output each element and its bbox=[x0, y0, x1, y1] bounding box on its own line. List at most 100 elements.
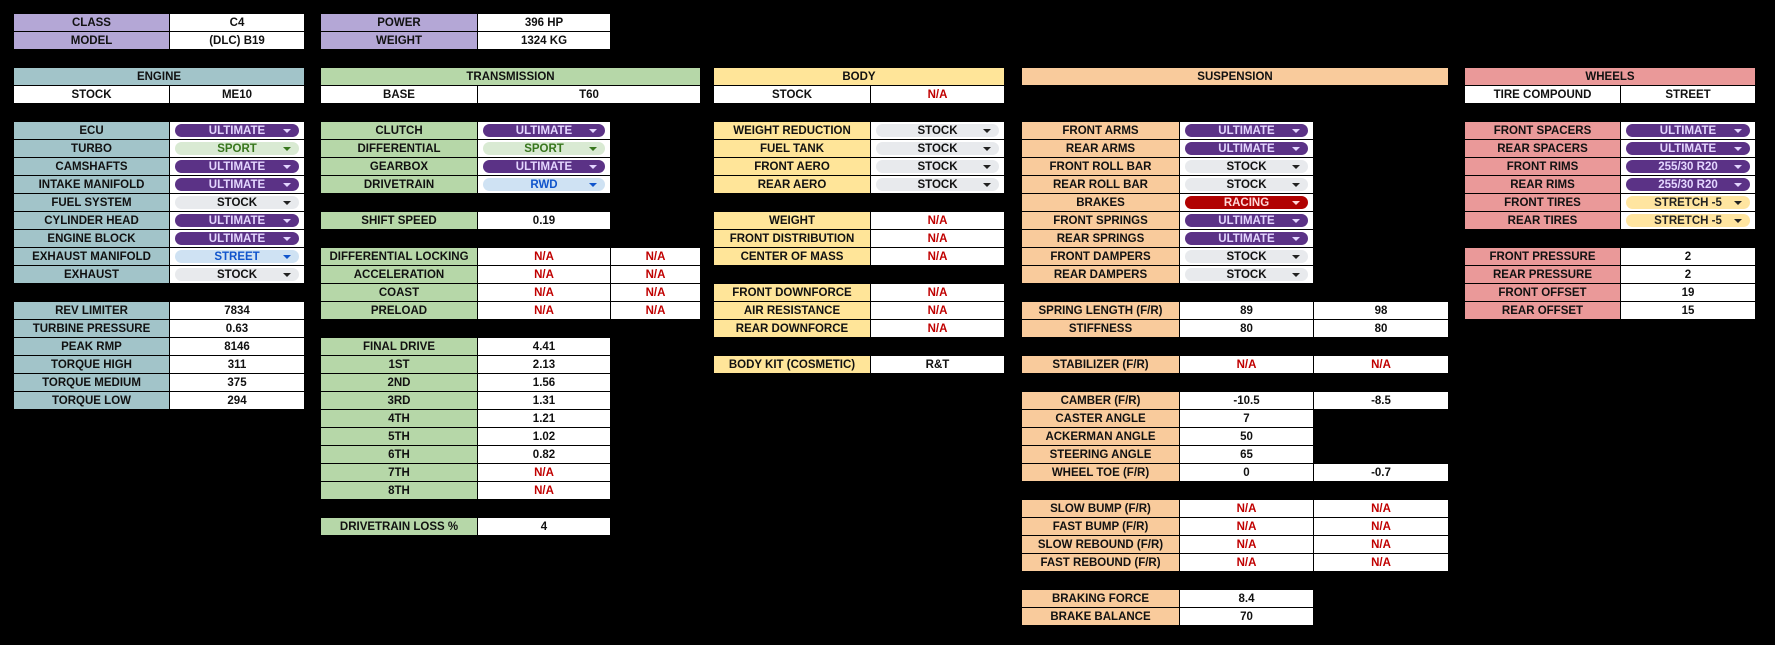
dropdown-chip-ultimate[interactable]: ULTIMATE bbox=[483, 160, 605, 173]
engine-dropdown[interactable]: ULTIMATE bbox=[170, 122, 304, 139]
body-label: CENTER OF MASS bbox=[714, 248, 870, 265]
dropdown-chip-ultimate[interactable]: 255/30 R20 bbox=[1626, 160, 1750, 173]
dropdown-chip-stock[interactable]: STOCK bbox=[1185, 268, 1308, 281]
wheels-dropdown[interactable]: STRETCH -5 bbox=[1621, 194, 1755, 211]
suspension-value: N/A bbox=[1180, 518, 1313, 535]
dropdown-value: STOCK bbox=[216, 196, 258, 209]
engine-dropdown[interactable]: STOCK bbox=[170, 194, 304, 211]
dropdown-chip-ultimate[interactable]: ULTIMATE bbox=[1185, 142, 1308, 155]
dropdown-chip-ultimate[interactable]: ULTIMATE bbox=[1185, 124, 1308, 137]
dropdown-chip-stock[interactable]: STOCK bbox=[175, 196, 299, 209]
chevron-down-icon bbox=[589, 147, 597, 151]
transmission-dropdown[interactable]: RWD bbox=[478, 176, 610, 193]
engine-dropdown[interactable]: ULTIMATE bbox=[170, 230, 304, 247]
dropdown-chip-ultimate[interactable]: ULTIMATE bbox=[483, 124, 605, 137]
dropdown-chip-stock[interactable]: STOCK bbox=[876, 124, 999, 137]
dropdown-chip-stock[interactable]: STOCK bbox=[876, 160, 999, 173]
engine-value: 311 bbox=[170, 356, 304, 373]
transmission-label: COAST bbox=[321, 284, 477, 301]
engine-label: EXHAUST MANIFOLD bbox=[14, 248, 169, 265]
dropdown-value: STOCK bbox=[1226, 160, 1267, 173]
dropdown-chip-stretch[interactable]: STRETCH -5 bbox=[1626, 214, 1750, 227]
chevron-down-icon bbox=[983, 165, 991, 169]
transmission-value: 1.21 bbox=[478, 410, 610, 427]
body-dropdown[interactable]: STOCK bbox=[871, 158, 1004, 175]
engine-label: REV LIMITER bbox=[14, 302, 169, 319]
engine-label: TURBINE PRESSURE bbox=[14, 320, 169, 337]
dropdown-chip-stock[interactable]: STOCK bbox=[876, 142, 999, 155]
body-dropdown[interactable]: STOCK bbox=[871, 122, 1004, 139]
dropdown-value: ULTIMATE bbox=[208, 178, 266, 191]
dropdown-chip-stock[interactable]: STOCK bbox=[1185, 178, 1308, 191]
dropdown-chip-ultimate[interactable]: ULTIMATE bbox=[175, 214, 299, 227]
transmission-dropdown[interactable]: SPORT bbox=[478, 140, 610, 157]
dropdown-chip-stock[interactable]: STOCK bbox=[1185, 250, 1308, 263]
transmission-label: ACCELERATION bbox=[321, 266, 477, 283]
dropdown-value: ULTIMATE bbox=[1218, 124, 1275, 137]
transmission-dropdown[interactable]: ULTIMATE bbox=[478, 158, 610, 175]
wheels-dropdown[interactable]: 255/30 R20 bbox=[1621, 158, 1755, 175]
suspension-dropdown[interactable]: ULTIMATE bbox=[1180, 230, 1313, 247]
dropdown-chip-ultimate[interactable]: ULTIMATE bbox=[1185, 232, 1308, 245]
chevron-down-icon bbox=[1292, 255, 1300, 259]
engine-dropdown[interactable]: STREET bbox=[170, 248, 304, 265]
suspension-dropdown[interactable]: STOCK bbox=[1180, 248, 1313, 265]
transmission-value: N/A bbox=[478, 464, 610, 481]
suspension-dropdown[interactable]: ULTIMATE bbox=[1180, 140, 1313, 157]
dropdown-chip-stock[interactable]: STOCK bbox=[876, 178, 999, 191]
suspension-dropdown[interactable]: ULTIMATE bbox=[1180, 212, 1313, 229]
engine-dropdown[interactable]: ULTIMATE bbox=[170, 176, 304, 193]
engine-dropdown[interactable]: ULTIMATE bbox=[170, 212, 304, 229]
dropdown-chip-ultimate[interactable]: ULTIMATE bbox=[1626, 124, 1750, 137]
wheels-dropdown[interactable]: STRETCH -5 bbox=[1621, 212, 1755, 229]
engine-label: TORQUE MEDIUM bbox=[14, 374, 169, 391]
transmission-value: 4 bbox=[478, 518, 610, 535]
engine-dropdown[interactable]: ULTIMATE bbox=[170, 158, 304, 175]
engine-value: 294 bbox=[170, 392, 304, 409]
dropdown-value: RACING bbox=[1223, 196, 1270, 209]
wheels-dropdown[interactable]: ULTIMATE bbox=[1621, 140, 1755, 157]
suspension-label: CAMBER (F/R) bbox=[1022, 392, 1179, 409]
transmission-label: CLUTCH bbox=[321, 122, 477, 139]
dropdown-chip-ultimate[interactable]: ULTIMATE bbox=[175, 124, 299, 137]
suspension-dropdown[interactable]: STOCK bbox=[1180, 158, 1313, 175]
dropdown-chip-stretch[interactable]: STRETCH -5 bbox=[1626, 196, 1750, 209]
dropdown-chip-ultimate[interactable]: ULTIMATE bbox=[1185, 214, 1308, 227]
wheels-label: FRONT TIRES bbox=[1465, 194, 1620, 211]
dropdown-chip-stock[interactable]: STOCK bbox=[1185, 160, 1308, 173]
dropdown-value: STREET bbox=[214, 250, 260, 263]
engine-dropdown[interactable]: STOCK bbox=[170, 266, 304, 283]
dropdown-chip-street[interactable]: RWD bbox=[483, 178, 605, 191]
engine-label: STOCK bbox=[14, 86, 169, 103]
engine-label: TORQUE HIGH bbox=[14, 356, 169, 373]
suspension-dropdown[interactable]: STOCK bbox=[1180, 176, 1313, 193]
dropdown-chip-stock[interactable]: STOCK bbox=[175, 268, 299, 281]
suspension-dropdown[interactable]: STOCK bbox=[1180, 266, 1313, 283]
transmission-label: FINAL DRIVE bbox=[321, 338, 477, 355]
suspension-section-title: SUSPENSION bbox=[1022, 68, 1448, 85]
dropdown-chip-racing[interactable]: RACING bbox=[1185, 196, 1308, 209]
wheels-dropdown[interactable]: ULTIMATE bbox=[1621, 122, 1755, 139]
dropdown-chip-ultimate[interactable]: ULTIMATE bbox=[175, 232, 299, 245]
suspension-label: STEERING ANGLE bbox=[1022, 446, 1179, 463]
dropdown-value: ULTIMATE bbox=[1659, 124, 1717, 137]
dropdown-value: ULTIMATE bbox=[208, 232, 266, 245]
suspension-dropdown[interactable]: ULTIMATE bbox=[1180, 122, 1313, 139]
body-dropdown[interactable]: STOCK bbox=[871, 176, 1004, 193]
dropdown-chip-street[interactable]: STREET bbox=[175, 250, 299, 263]
wheels-dropdown[interactable]: 255/30 R20 bbox=[1621, 176, 1755, 193]
chevron-down-icon bbox=[1734, 219, 1742, 223]
body-dropdown[interactable]: STOCK bbox=[871, 140, 1004, 157]
dropdown-chip-ultimate[interactable]: ULTIMATE bbox=[175, 178, 299, 191]
engine-dropdown[interactable]: SPORT bbox=[170, 140, 304, 157]
dropdown-chip-sport[interactable]: SPORT bbox=[175, 142, 299, 155]
dropdown-chip-ultimate[interactable]: 255/30 R20 bbox=[1626, 178, 1750, 191]
wheels-value: 2 bbox=[1621, 266, 1755, 283]
suspension-dropdown[interactable]: RACING bbox=[1180, 194, 1313, 211]
suspension-label: FAST REBOUND (F/R) bbox=[1022, 554, 1179, 571]
chevron-down-icon bbox=[589, 183, 597, 187]
dropdown-chip-sport[interactable]: SPORT bbox=[483, 142, 605, 155]
dropdown-chip-ultimate[interactable]: ULTIMATE bbox=[1626, 142, 1750, 155]
dropdown-chip-ultimate[interactable]: ULTIMATE bbox=[175, 160, 299, 173]
transmission-dropdown[interactable]: ULTIMATE bbox=[478, 122, 610, 139]
